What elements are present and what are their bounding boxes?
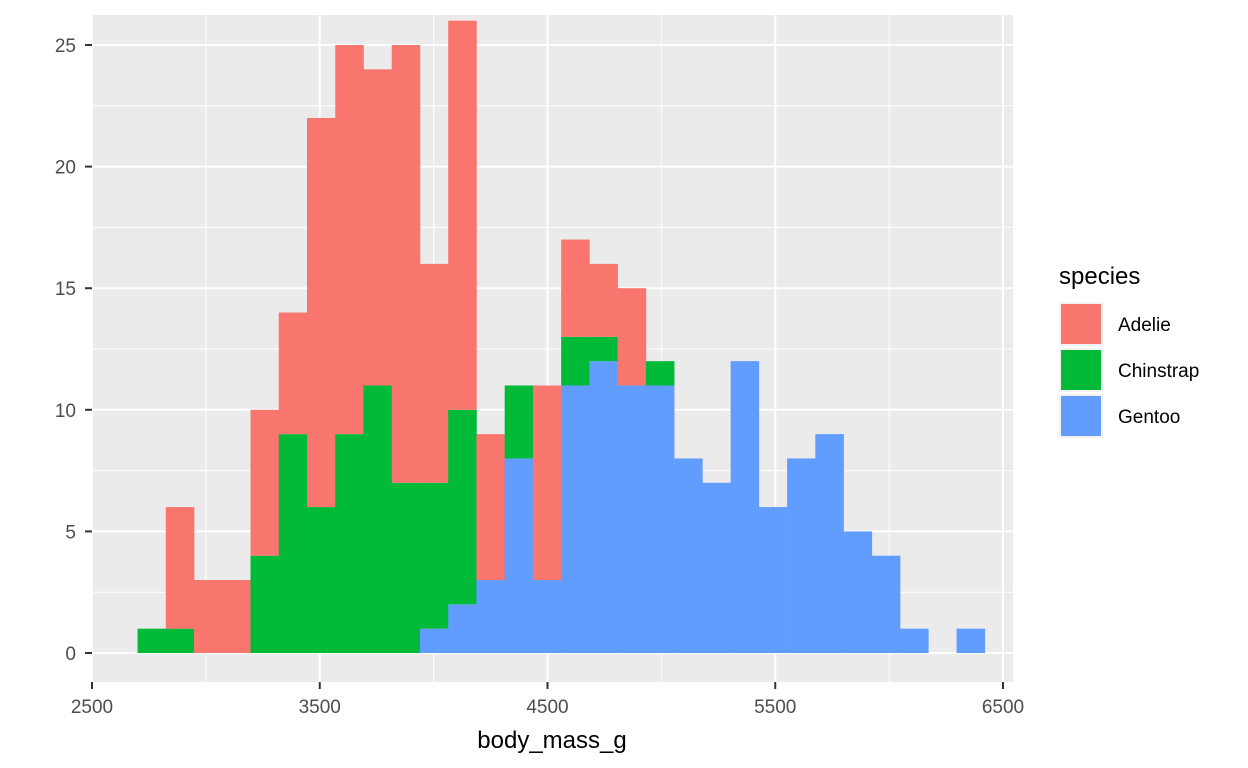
bars [137, 20, 986, 653]
bar-adelie [391, 45, 421, 483]
bar-chinstrap [306, 507, 336, 653]
bar-gentoo [617, 385, 647, 653]
bar-adelie [419, 263, 449, 483]
legend-label-adelie: Adelie [1118, 315, 1171, 336]
bar-adelie [278, 312, 308, 435]
bar-gentoo [476, 580, 505, 653]
bar-gentoo [589, 361, 618, 653]
bar-gentoo [871, 555, 901, 653]
bar-gentoo [674, 458, 703, 653]
bar-chinstrap [250, 555, 280, 653]
bar-adelie [165, 507, 195, 629]
bar-gentoo [448, 604, 477, 653]
bar-chinstrap [504, 385, 534, 459]
bar-chinstrap [165, 628, 195, 653]
bar-gentoo [956, 628, 986, 653]
bar-chinstrap [278, 434, 308, 653]
x-tick-label: 5500 [754, 697, 796, 718]
bar-gentoo [419, 628, 449, 653]
legend-label-gentoo: Gentoo [1118, 407, 1180, 428]
bar-gentoo [561, 385, 590, 653]
bar-chinstrap [448, 409, 477, 605]
bar-chinstrap [645, 361, 675, 386]
bar-adelie [448, 20, 477, 410]
x-axis-title: body_mass_g [477, 727, 626, 754]
legend-title: species [1059, 263, 1140, 290]
x-tick-label: 6500 [982, 697, 1024, 718]
bar-gentoo [730, 361, 760, 653]
bar-chinstrap [335, 434, 364, 653]
legend-label-chinstrap: Chinstrap [1118, 361, 1199, 382]
bar-gentoo [702, 482, 731, 653]
y-tick-label: 15 [55, 279, 76, 300]
y-tick-label: 5 [65, 522, 76, 543]
bar-chinstrap [419, 482, 449, 629]
bar-gentoo [758, 507, 788, 653]
x-tick-label: 3500 [299, 697, 341, 718]
x-tick-label: 4500 [526, 697, 568, 718]
bar-gentoo [843, 531, 873, 653]
bar-chinstrap [137, 628, 167, 653]
bar-adelie [589, 263, 618, 337]
bar-gentoo [815, 434, 844, 653]
bar-adelie [532, 385, 562, 581]
bar-adelie [476, 434, 505, 581]
bar-gentoo [504, 458, 534, 653]
bar-gentoo [900, 628, 929, 653]
bar-adelie [363, 69, 393, 386]
y-tick-label: 10 [55, 401, 76, 422]
bar-chinstrap [391, 482, 421, 653]
bar-adelie [250, 409, 280, 556]
bar-chinstrap [561, 336, 590, 386]
legend-key-chinstrap [1061, 350, 1101, 390]
x-tick-label: 2500 [71, 697, 113, 718]
y-tick-label: 20 [55, 158, 76, 179]
legend: species Adelie Chinstrap Gentoo [1059, 263, 1199, 438]
bar-gentoo [645, 385, 675, 653]
bar-adelie [194, 580, 223, 653]
bar-gentoo [787, 458, 816, 653]
bar-chinstrap [589, 336, 618, 362]
bar-gentoo [532, 580, 562, 653]
bar-adelie [335, 45, 364, 435]
bar-adelie [306, 117, 336, 508]
legend-key-adelie [1061, 304, 1101, 344]
y-tick-label: 0 [65, 644, 76, 665]
bar-adelie [222, 580, 251, 653]
bar-adelie [617, 288, 647, 386]
bar-chinstrap [363, 385, 393, 653]
y-axis: 0 5 10 15 20 25 [55, 36, 92, 665]
legend-key-gentoo [1061, 396, 1101, 436]
x-axis: 2500 3500 4500 5500 6500 [71, 682, 1024, 718]
y-tick-label: 25 [55, 36, 76, 57]
bar-adelie [561, 239, 590, 337]
